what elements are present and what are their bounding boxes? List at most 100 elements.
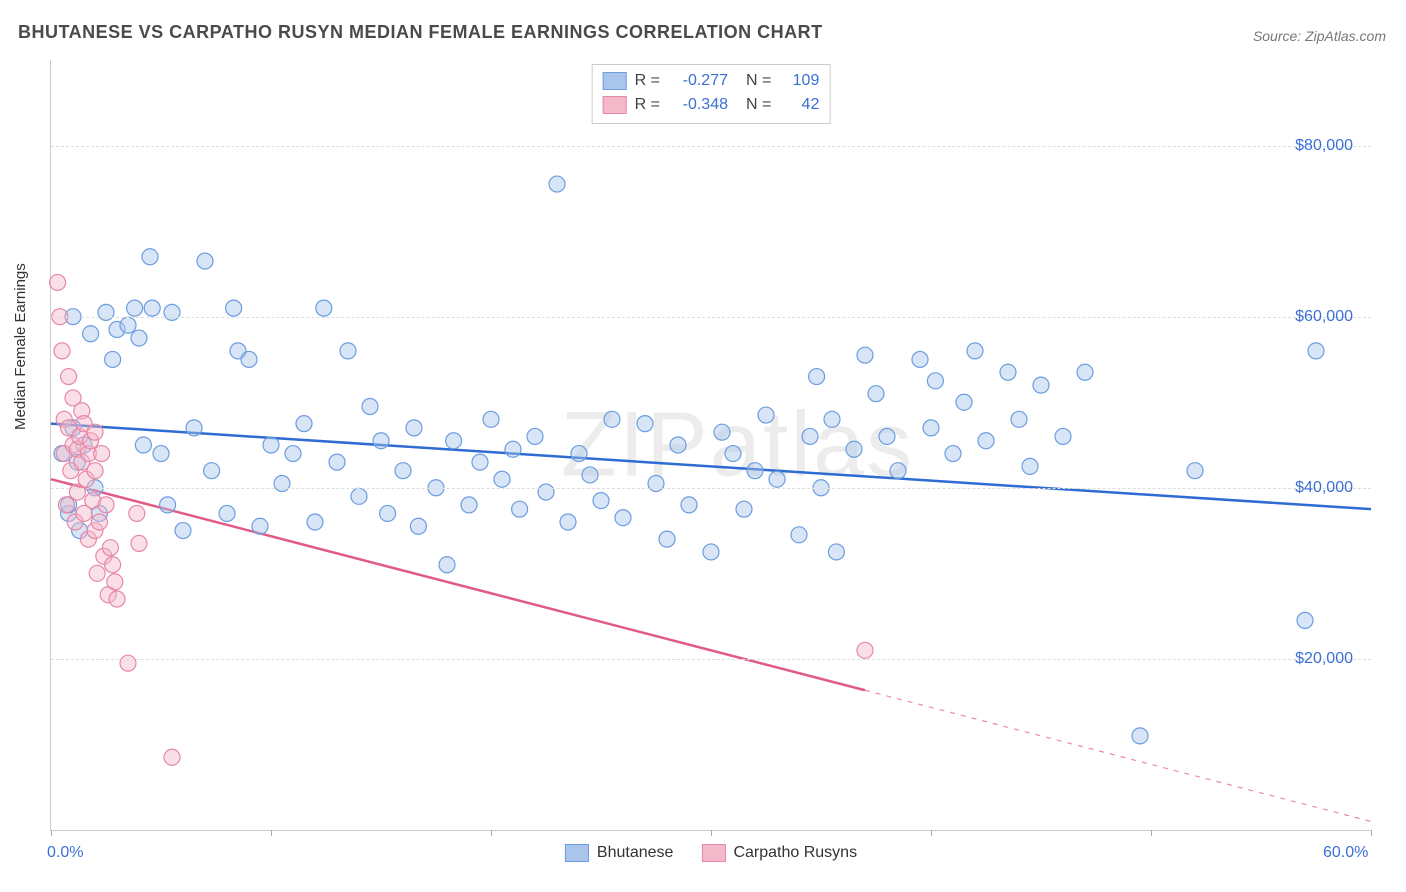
data-point-bhutanese [120, 317, 136, 333]
n-label: N = [746, 69, 771, 93]
data-point-bhutanese [461, 497, 477, 513]
data-point-carpatho [50, 274, 66, 290]
x-tick-label: 0.0% [47, 844, 83, 862]
data-point-bhutanese [406, 420, 422, 436]
data-point-bhutanese [890, 463, 906, 479]
data-point-bhutanese [571, 446, 587, 462]
x-tick-mark [491, 830, 492, 836]
data-point-bhutanese [978, 433, 994, 449]
n-label: N = [746, 93, 771, 117]
data-point-bhutanese [494, 471, 510, 487]
legend-swatch [701, 844, 725, 862]
r-label: R = [635, 93, 660, 117]
data-point-bhutanese [160, 497, 176, 513]
data-point-bhutanese [197, 253, 213, 269]
data-point-bhutanese [144, 300, 160, 316]
data-point-bhutanese [703, 544, 719, 560]
legend-swatch [603, 96, 627, 114]
series-legend: Bhutanese Carpatho Rusyns [565, 844, 857, 862]
data-point-bhutanese [483, 411, 499, 427]
data-point-carpatho [105, 557, 121, 573]
data-point-bhutanese [747, 463, 763, 479]
data-point-carpatho [87, 463, 103, 479]
data-point-bhutanese [186, 420, 202, 436]
x-tick-mark [271, 830, 272, 836]
legend-item-bhutanese: Bhutanese [565, 844, 674, 862]
data-point-carpatho [107, 574, 123, 590]
data-point-bhutanese [538, 484, 554, 500]
x-tick-mark [1151, 830, 1152, 836]
data-point-bhutanese [252, 518, 268, 534]
data-point-bhutanese [142, 249, 158, 265]
data-point-bhutanese [263, 437, 279, 453]
trend-line-dashed-carpatho [865, 690, 1371, 821]
data-point-carpatho [89, 565, 105, 581]
data-point-bhutanese [615, 510, 631, 526]
data-point-bhutanese [472, 454, 488, 470]
legend-label: Bhutanese [597, 844, 674, 862]
data-point-bhutanese [736, 501, 752, 517]
data-point-bhutanese [512, 501, 528, 517]
data-point-bhutanese [316, 300, 332, 316]
legend-item-carpatho: Carpatho Rusyns [701, 844, 857, 862]
data-point-carpatho [129, 505, 145, 521]
x-tick-mark [1371, 830, 1372, 836]
data-point-bhutanese [868, 386, 884, 402]
data-point-bhutanese [912, 351, 928, 367]
data-point-carpatho [87, 424, 103, 440]
data-point-bhutanese [714, 424, 730, 440]
data-point-bhutanese [967, 343, 983, 359]
data-point-bhutanese [1000, 364, 1016, 380]
data-point-bhutanese [219, 505, 235, 521]
data-point-bhutanese [527, 428, 543, 444]
data-point-bhutanese [241, 351, 257, 367]
data-point-carpatho [857, 642, 873, 658]
r-value: -0.348 [668, 93, 728, 117]
data-point-carpatho [109, 591, 125, 607]
stats-row-bhutanese: R =-0.277N =109 [603, 69, 820, 93]
data-point-bhutanese [98, 304, 114, 320]
data-point-bhutanese [560, 514, 576, 530]
data-point-bhutanese [131, 330, 147, 346]
data-point-bhutanese [1033, 377, 1049, 393]
data-point-bhutanese [791, 527, 807, 543]
data-point-carpatho [131, 535, 147, 551]
data-point-bhutanese [725, 446, 741, 462]
legend-swatch [603, 72, 627, 90]
data-point-carpatho [94, 446, 110, 462]
data-point-carpatho [61, 369, 77, 385]
n-value: 42 [779, 93, 819, 117]
data-point-bhutanese [307, 514, 323, 530]
data-point-bhutanese [1297, 612, 1313, 628]
r-value: -0.277 [668, 69, 728, 93]
data-point-bhutanese [1011, 411, 1027, 427]
data-point-bhutanese [285, 446, 301, 462]
data-point-bhutanese [923, 420, 939, 436]
data-point-bhutanese [769, 471, 785, 487]
chart-plot-area: ZIPatlas R =-0.277N =109R =-0.348N =42 B… [50, 60, 1371, 831]
data-point-bhutanese [879, 428, 895, 444]
scatter-plot-svg [51, 60, 1371, 830]
data-point-bhutanese [1022, 458, 1038, 474]
data-point-carpatho [120, 655, 136, 671]
data-point-bhutanese [127, 300, 143, 316]
data-point-bhutanese [105, 351, 121, 367]
trend-line-bhutanese [51, 424, 1371, 510]
data-point-bhutanese [505, 441, 521, 457]
data-point-bhutanese [204, 463, 220, 479]
data-point-bhutanese [164, 304, 180, 320]
y-tick-label: $60,000 [1295, 308, 1353, 326]
grid-line-h [51, 146, 1371, 147]
data-point-bhutanese [1132, 728, 1148, 744]
data-point-bhutanese [604, 411, 620, 427]
x-tick-mark [51, 830, 52, 836]
data-point-bhutanese [670, 437, 686, 453]
data-point-bhutanese [758, 407, 774, 423]
data-point-bhutanese [648, 476, 664, 492]
data-point-bhutanese [582, 467, 598, 483]
stats-row-carpatho: R = -0.348 N = 42 [603, 93, 820, 117]
data-point-bhutanese [1055, 428, 1071, 444]
source-label: Source: ZipAtlas.com [1253, 28, 1386, 44]
x-tick-mark [931, 830, 932, 836]
data-point-bhutanese [659, 531, 675, 547]
